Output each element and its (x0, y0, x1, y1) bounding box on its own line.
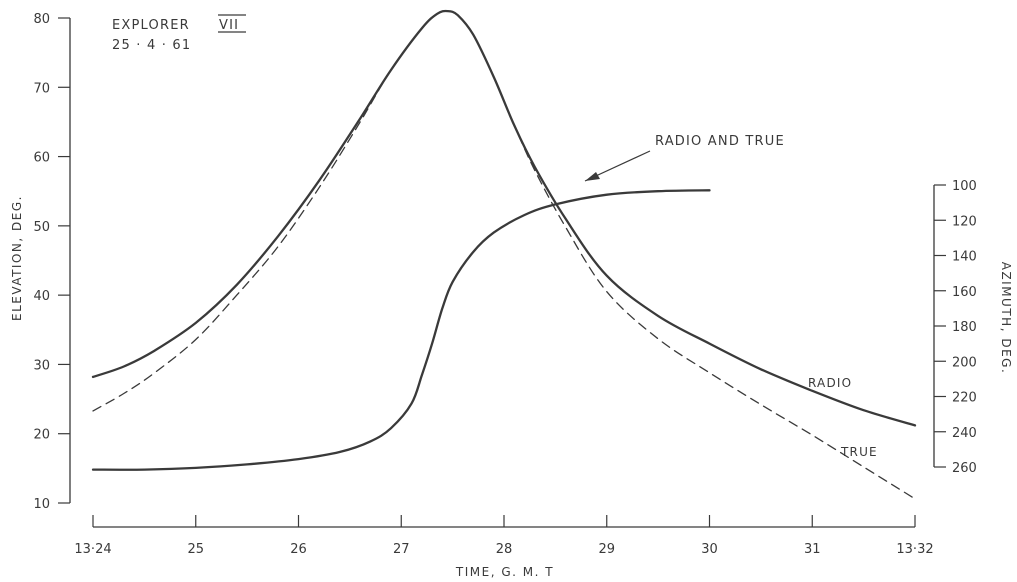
left-y-tick-label: 80 (33, 12, 50, 27)
right-y-tick-label: 100 (952, 179, 977, 194)
right-y-tick-label: 220 (952, 391, 977, 406)
chart-title: EXPLORER (112, 18, 190, 33)
right-y-ticks: 100 120 140 160 180 200 220 240 260 (934, 179, 977, 476)
x-tick-label: 26 (290, 542, 307, 557)
left-y-tick-label: 40 (33, 289, 50, 304)
left-y-axis-title: ELEVATION, DEG. (10, 195, 24, 321)
x-tick-label: 30 (701, 542, 718, 557)
right-y-tick-label: 260 (952, 461, 977, 476)
left-y-tick-label: 70 (33, 81, 50, 96)
series-line-true (92, 10, 916, 500)
x-tick-label: 31 (804, 542, 821, 557)
x-axis-title: TIME, G. M. T (455, 565, 554, 579)
right-y-tick-label: 120 (952, 214, 977, 229)
x-tick-label: 13·32 (896, 542, 933, 557)
right-y-tick-label: 140 (952, 250, 977, 265)
left-y-tick-label: 60 (33, 151, 50, 166)
left-y-ticks: 10 20 30 40 50 60 70 80 (33, 12, 70, 512)
right-y-tick-label: 180 (952, 320, 977, 335)
x-tick-label: 13·24 (74, 542, 111, 557)
label-true: TRUE (840, 445, 878, 459)
chart-date: 25 · 4 · 61 (112, 38, 191, 53)
x-tick-label: 27 (393, 542, 410, 557)
left-y-tick-label: 10 (33, 497, 50, 512)
x-tick-label: 25 (187, 542, 204, 557)
leader-arrowhead (585, 172, 600, 181)
x-tick-label: 29 (598, 542, 615, 557)
left-y-tick-label: 30 (33, 358, 50, 373)
right-y-tick-label: 160 (952, 285, 977, 300)
series-layer (91, 9, 917, 500)
left-y-tick-label: 50 (33, 220, 50, 235)
series-line-radio (91, 9, 917, 427)
series-line-radio-and-true (91, 189, 711, 471)
right-y-tick-label: 240 (952, 426, 977, 441)
label-radio-and-true: RADIO AND TRUE (655, 134, 785, 149)
label-radio: RADIO (808, 376, 852, 390)
chart-title-numeral: VII (219, 18, 239, 33)
x-tick-label: 28 (496, 542, 513, 557)
left-y-tick-label: 20 (33, 428, 50, 443)
x-ticks: 13·24 25 26 27 28 29 30 31 13·32 (74, 515, 934, 557)
right-y-tick-label: 200 (952, 355, 977, 370)
right-y-axis-title: AZIMUTH, DEG. (999, 262, 1013, 375)
